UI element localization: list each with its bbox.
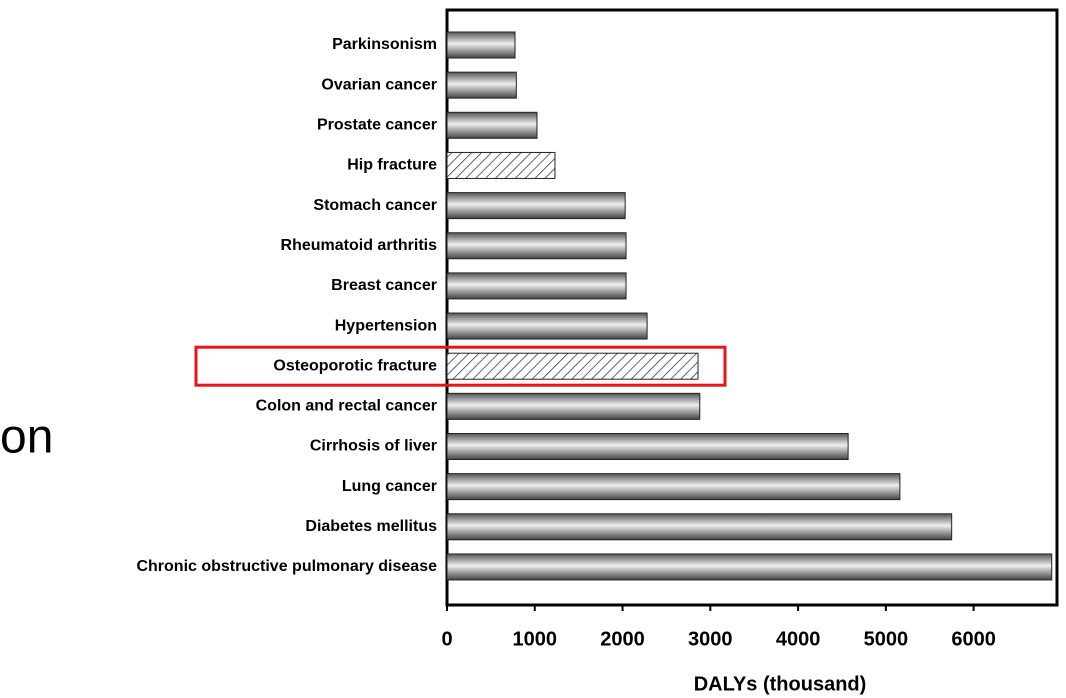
side-text: on: [0, 411, 53, 464]
x-tick-label: 4000: [776, 628, 821, 650]
y-tick-label: Diabetes mellitus: [305, 518, 437, 535]
y-tick-label: Cirrhosis of liver: [310, 438, 437, 455]
highlight-box: [194, 345, 727, 387]
x-tick-label: 3000: [688, 628, 733, 650]
y-tick-label: Osteoporotic fracture: [273, 357, 437, 374]
x-tick-label: 1000: [513, 628, 558, 650]
bar: [446, 433, 849, 460]
y-tick-label: Stomach cancer: [313, 197, 437, 214]
x-tick-label: 5000: [864, 628, 909, 650]
x-tick-label: 6000: [951, 628, 996, 650]
bar: [446, 192, 626, 220]
bar: [446, 312, 648, 340]
bar: [446, 392, 701, 420]
y-tick-label: Ovarian cancer: [321, 76, 437, 93]
bar: [446, 111, 538, 139]
y-tick-label: Hip fracture: [347, 157, 437, 174]
bar: [446, 31, 516, 59]
bar: [446, 513, 953, 541]
bar: [446, 473, 901, 501]
y-tick-label: Breast cancer: [331, 277, 437, 294]
y-tick-label: Hypertension: [335, 317, 437, 334]
bar: [446, 71, 517, 99]
y-tick-label: Colon and rectal cancer: [256, 398, 437, 415]
y-tick-label: Lung cancer: [342, 478, 437, 495]
plot-frame: [445, 8, 1059, 607]
y-tick-label: Chronic obstructive pulmonary disease: [136, 558, 437, 575]
y-tick-label: Rheumatoid arthritis: [281, 237, 438, 254]
y-tick-label: Prostate cancer: [317, 117, 437, 134]
bar: [446, 151, 556, 179]
bar: [446, 272, 627, 300]
x-tick-label: 0: [441, 628, 452, 650]
bar: [446, 352, 699, 380]
bar: [446, 232, 627, 260]
x-tick-label: 2000: [600, 628, 645, 650]
x-axis-label: DALYs (thousand): [694, 673, 867, 695]
bar: [446, 553, 1053, 581]
y-tick-label: Parkinsonism: [332, 36, 437, 53]
